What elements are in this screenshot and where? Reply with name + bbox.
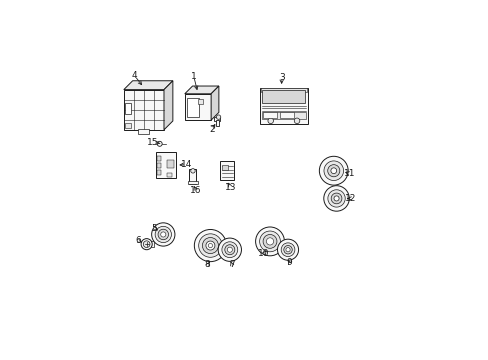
Circle shape <box>205 241 215 250</box>
Circle shape <box>327 165 339 177</box>
Circle shape <box>333 196 338 201</box>
Polygon shape <box>123 90 163 130</box>
Polygon shape <box>184 86 219 94</box>
Circle shape <box>266 238 273 245</box>
Circle shape <box>224 245 234 255</box>
Text: 3: 3 <box>278 73 284 82</box>
Text: 5: 5 <box>151 224 157 233</box>
Text: 6: 6 <box>135 236 141 245</box>
Text: 15: 15 <box>147 139 159 148</box>
Bar <box>186 98 199 117</box>
Text: 11: 11 <box>343 169 355 178</box>
Circle shape <box>263 234 276 248</box>
Bar <box>189 168 196 184</box>
Circle shape <box>294 118 299 123</box>
Bar <box>125 103 130 114</box>
Bar <box>188 181 198 184</box>
Circle shape <box>143 241 150 247</box>
Bar <box>166 173 171 177</box>
Circle shape <box>267 118 273 123</box>
Text: 10: 10 <box>258 249 269 258</box>
Circle shape <box>208 243 212 248</box>
Circle shape <box>281 243 294 257</box>
Circle shape <box>255 227 284 256</box>
Circle shape <box>194 229 226 262</box>
Bar <box>215 120 219 126</box>
Bar <box>167 160 173 168</box>
Circle shape <box>158 229 168 240</box>
Circle shape <box>227 247 232 252</box>
Bar <box>279 112 293 118</box>
Text: 2: 2 <box>208 125 214 134</box>
Text: 9: 9 <box>286 258 292 267</box>
Polygon shape <box>184 94 211 120</box>
Bar <box>261 112 305 118</box>
Circle shape <box>330 193 341 204</box>
Circle shape <box>218 238 241 261</box>
Circle shape <box>157 141 162 146</box>
Polygon shape <box>123 81 172 90</box>
Circle shape <box>277 239 298 260</box>
Bar <box>155 152 176 178</box>
Bar <box>262 90 305 103</box>
Circle shape <box>259 231 280 252</box>
Text: 14: 14 <box>180 160 192 169</box>
Text: 7: 7 <box>229 261 234 269</box>
Circle shape <box>283 246 292 254</box>
Circle shape <box>151 223 175 246</box>
Circle shape <box>141 239 152 250</box>
Polygon shape <box>163 81 172 130</box>
Circle shape <box>285 248 289 252</box>
Polygon shape <box>211 86 219 120</box>
Bar <box>263 112 277 118</box>
Circle shape <box>155 226 171 243</box>
Text: 4: 4 <box>132 71 137 80</box>
Bar <box>214 117 220 121</box>
Circle shape <box>198 234 222 257</box>
Text: 12: 12 <box>344 194 355 203</box>
Text: 16: 16 <box>190 186 201 195</box>
Circle shape <box>324 161 343 180</box>
Bar <box>222 165 227 170</box>
Bar <box>198 99 203 104</box>
Bar <box>157 163 161 168</box>
Text: 1: 1 <box>190 72 196 81</box>
Circle shape <box>330 168 336 174</box>
Circle shape <box>319 156 347 185</box>
Circle shape <box>202 238 218 253</box>
Bar <box>138 129 149 134</box>
Circle shape <box>216 115 221 120</box>
Bar <box>150 242 154 247</box>
Text: 8: 8 <box>204 261 210 269</box>
Bar <box>259 87 307 123</box>
Bar <box>125 123 130 129</box>
Text: 13: 13 <box>224 183 236 192</box>
Circle shape <box>327 190 345 207</box>
Bar <box>220 161 233 180</box>
Bar <box>157 170 161 175</box>
Circle shape <box>190 168 195 173</box>
Bar <box>157 156 161 161</box>
Circle shape <box>161 232 165 237</box>
Bar <box>260 89 306 92</box>
Circle shape <box>222 242 237 258</box>
Circle shape <box>323 186 348 211</box>
